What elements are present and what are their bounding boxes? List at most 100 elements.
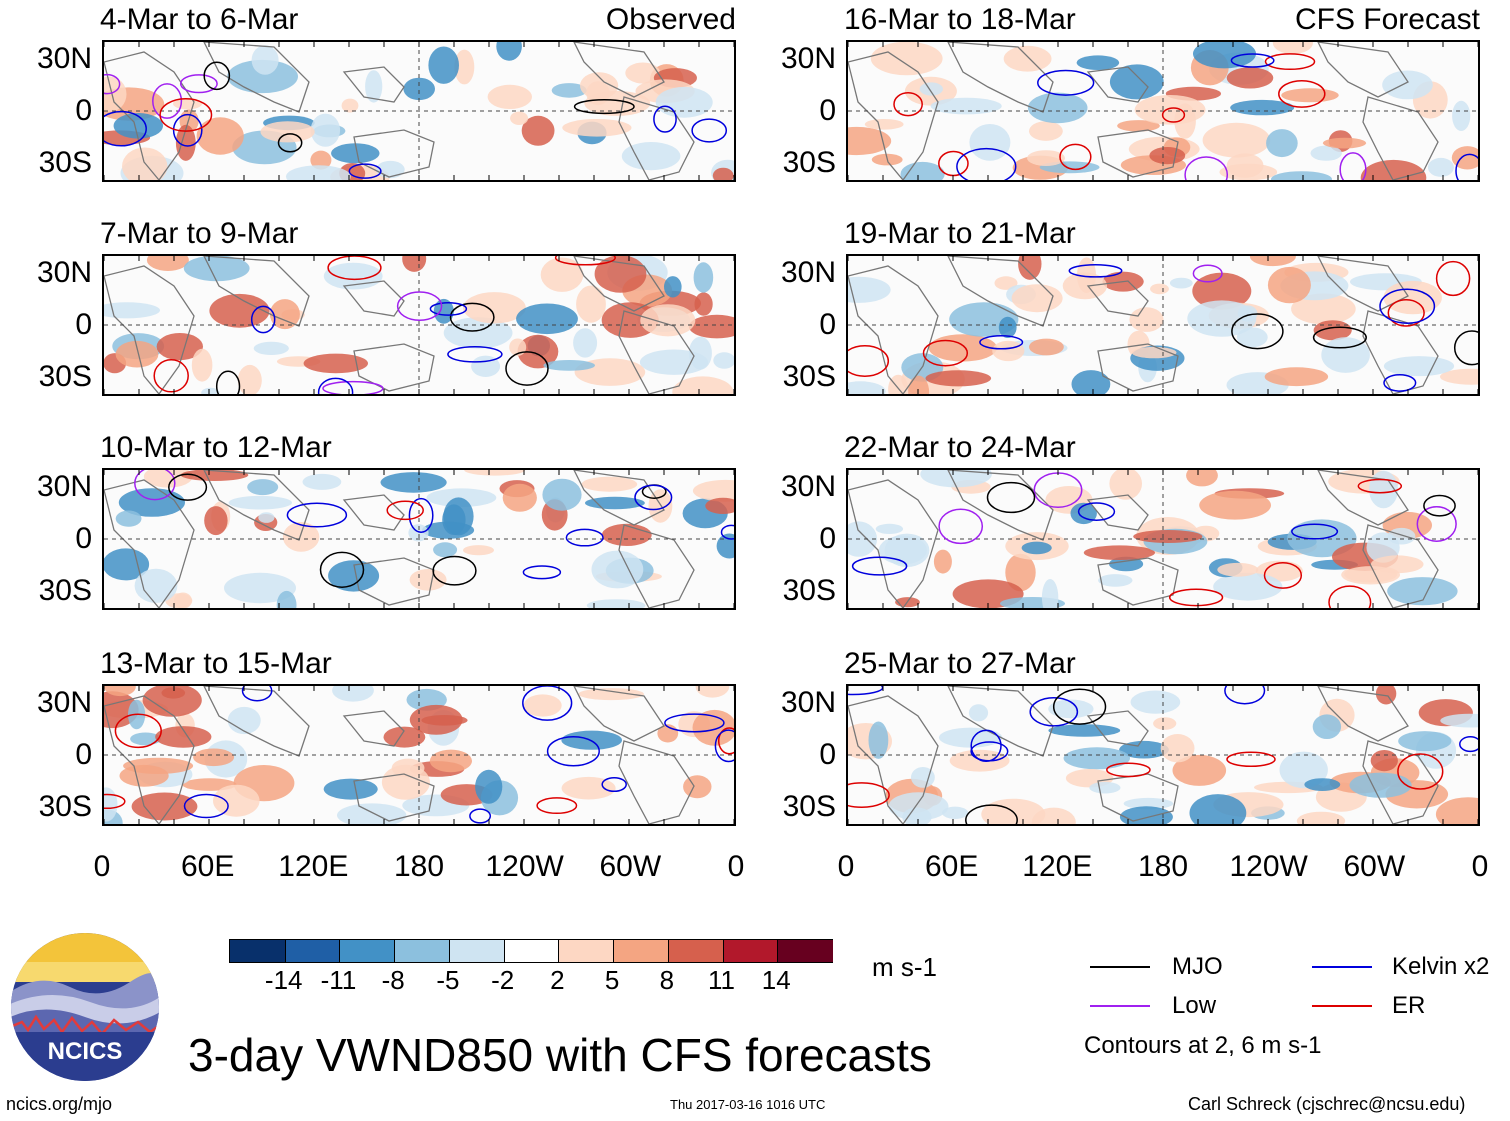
latitude-label: 0 xyxy=(819,738,836,771)
latitude-label: 30S xyxy=(782,574,836,607)
panel-title: 25-Mar to 27-Mar xyxy=(844,647,1076,680)
longitude-label: 60E xyxy=(180,850,235,883)
legend-er-label: ER xyxy=(1392,992,1426,1019)
legend-contour-note: Contours at 2, 6 m s-1 xyxy=(1084,1032,1322,1059)
logo-mountains-icon: NCICS xyxy=(11,933,159,1081)
map-field xyxy=(848,42,1478,180)
map-panel xyxy=(846,684,1480,826)
latitude-label: 30S xyxy=(782,146,836,179)
longitude-label: 120W xyxy=(1229,850,1308,883)
colorbar-swatch xyxy=(394,940,451,962)
main-title: 3-day VWND850 with CFS forecasts xyxy=(188,1029,932,1081)
longitude-label: 60W xyxy=(1343,850,1406,883)
panel-title: 7-Mar to 9-Mar xyxy=(100,217,299,250)
legend-kelvin-line xyxy=(1312,966,1372,968)
panel-source-label: CFS Forecast xyxy=(1294,3,1480,36)
footer-timestamp: Thu 2017-03-16 1016 UTC xyxy=(670,1097,826,1112)
latitude-label: 30N xyxy=(780,256,836,289)
longitude-label: 180 xyxy=(1137,850,1189,883)
panel-title: 13-Mar to 15-Mar xyxy=(100,647,332,680)
latitude-label: 30S xyxy=(782,790,836,823)
latitude-label: 0 xyxy=(819,522,836,555)
colorbar-tick-label: 8 xyxy=(659,965,675,995)
longitude-label: 60W xyxy=(599,850,662,883)
colorbar-swatch xyxy=(613,940,670,962)
latitude-label: 0 xyxy=(75,738,92,771)
panel-title: 10-Mar to 12-Mar xyxy=(100,431,332,464)
footer-author: Carl Schreck (cjschrec@ncsu.edu) xyxy=(1188,1094,1466,1114)
colorbar-swatch xyxy=(339,940,396,962)
map-panel xyxy=(846,468,1480,610)
map-field xyxy=(848,470,1478,608)
colorbar xyxy=(229,939,834,963)
longitude-label: 120E xyxy=(278,850,349,883)
colorbar-tick-label: 11 xyxy=(708,965,736,995)
latitude-label: 30S xyxy=(782,360,836,393)
colorbar-swatch xyxy=(230,940,286,962)
latitude-label: 30N xyxy=(780,42,836,75)
map-panel xyxy=(102,254,736,396)
colorbar-swatch xyxy=(777,940,834,962)
colorbar-tick-label: -5 xyxy=(436,965,460,995)
panel-title: 4-Mar to 6-Mar xyxy=(100,3,299,36)
latitude-label: 30S xyxy=(38,790,92,823)
latitude-label: 0 xyxy=(75,94,92,127)
longitude-label: 60E xyxy=(924,850,979,883)
longitude-label: 0 xyxy=(727,850,745,883)
latitude-label: 0 xyxy=(819,94,836,127)
longitude-label: 180 xyxy=(393,850,445,883)
latitude-label: 0 xyxy=(819,308,836,341)
map-panel xyxy=(102,40,736,182)
map-panel xyxy=(846,254,1480,396)
legend-low-line xyxy=(1090,1005,1150,1007)
latitude-label: 30N xyxy=(780,470,836,503)
panel-source-label: Observed xyxy=(605,3,736,36)
map-panel xyxy=(846,40,1480,182)
latitude-label: 30S xyxy=(38,146,92,179)
longitude-label: 120W xyxy=(485,850,564,883)
legend-kelvin-label: Kelvin x2 xyxy=(1392,953,1490,980)
legend-er-line xyxy=(1312,1005,1372,1007)
footer-site-link[interactable]: ncics.org/mjo xyxy=(6,1094,113,1114)
legend-low-label: Low xyxy=(1172,992,1217,1019)
map-field xyxy=(104,470,734,608)
longitude-label: 0 xyxy=(93,850,111,883)
colorbar-tick-label: -8 xyxy=(381,965,405,995)
ncics-logo[interactable]: NCICS xyxy=(10,932,160,1082)
map-field xyxy=(848,256,1478,394)
longitude-label: 0 xyxy=(1471,850,1489,883)
legend-mjo-line xyxy=(1090,966,1150,968)
colorbar-swatch xyxy=(448,940,506,962)
colorbar-tick-label: 2 xyxy=(550,965,565,995)
panel-title: 22-Mar to 24-Mar xyxy=(844,431,1076,464)
colorbar-tick-label: -2 xyxy=(491,965,515,995)
map-field xyxy=(104,256,734,394)
map-panel xyxy=(102,468,736,610)
map-field xyxy=(104,42,734,180)
latitude-label: 0 xyxy=(75,308,92,341)
map-panel xyxy=(102,684,736,826)
map-field xyxy=(104,686,734,824)
latitude-label: 0 xyxy=(75,522,92,555)
colorbar-swatch xyxy=(284,940,341,962)
latitude-label: 30S xyxy=(38,360,92,393)
latitude-label: 30N xyxy=(36,470,92,503)
colorbar-units: m s-1 xyxy=(872,952,937,982)
logo-text: NCICS xyxy=(48,1038,123,1065)
latitude-label: 30N xyxy=(36,686,92,719)
longitude-label: 0 xyxy=(837,850,855,883)
colorbar-tick-label: -11 xyxy=(320,965,357,995)
panel-title: 19-Mar to 21-Mar xyxy=(844,217,1076,250)
latitude-label: 30N xyxy=(36,42,92,75)
map-field xyxy=(848,686,1478,824)
latitude-label: 30S xyxy=(38,574,92,607)
latitude-label: 30N xyxy=(780,686,836,719)
colorbar-swatch xyxy=(722,940,779,962)
colorbar-swatch xyxy=(503,940,560,962)
panel-title: 16-Mar to 18-Mar xyxy=(844,3,1076,36)
longitude-label: 120E xyxy=(1022,850,1093,883)
colorbar-tick-label: -14 xyxy=(264,965,303,995)
legend-mjo-label: MJO xyxy=(1172,953,1223,980)
colorbar-tick-label: 14 xyxy=(761,965,791,995)
latitude-label: 30N xyxy=(36,256,92,289)
